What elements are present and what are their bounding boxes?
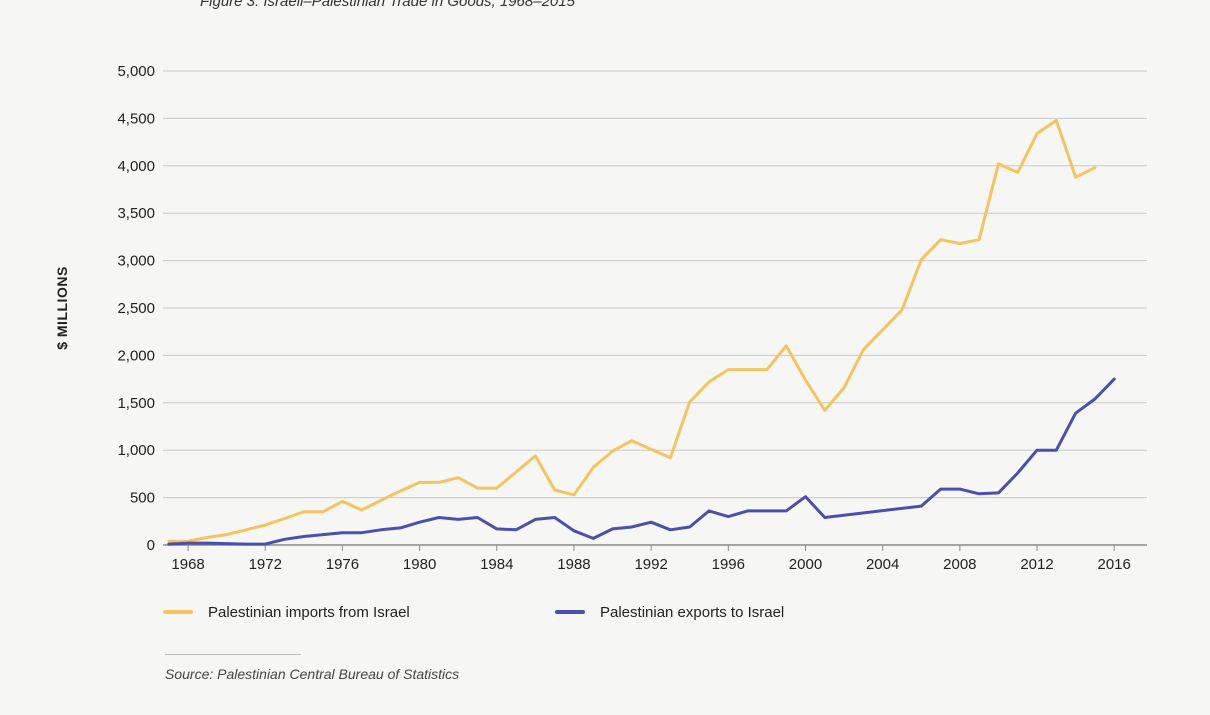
source-divider bbox=[165, 654, 301, 655]
legend-label: Palestinian imports from Israel bbox=[208, 604, 410, 621]
ytick-label: 2,500 bbox=[117, 300, 155, 317]
xtick-label: 1992 bbox=[634, 556, 667, 573]
legend-label: Palestinian exports to Israel bbox=[600, 604, 784, 621]
xtick-label: 2004 bbox=[866, 556, 899, 573]
ytick-label: 1,500 bbox=[117, 395, 155, 412]
ytick-label: 0 bbox=[147, 537, 155, 554]
ytick-label: 3,500 bbox=[117, 205, 155, 222]
xtick-label: 1996 bbox=[712, 556, 745, 573]
xtick-label: 1980 bbox=[403, 556, 436, 573]
xtick-label: 1972 bbox=[249, 556, 282, 573]
xtick-label: 2012 bbox=[1020, 556, 1053, 573]
xtick-label: 1984 bbox=[480, 556, 513, 573]
ytick-label: 500 bbox=[130, 490, 155, 507]
chart-title: Figure 3: Israeli–Palestinian Trade in G… bbox=[200, 0, 575, 10]
xtick-label: 2008 bbox=[943, 556, 976, 573]
ytick-label: 1,000 bbox=[117, 442, 155, 459]
series-line-imports bbox=[167, 118, 1097, 543]
xtick-label: 2000 bbox=[789, 556, 822, 573]
xtick-label: 1976 bbox=[326, 556, 359, 573]
series-line-exports bbox=[167, 377, 1116, 546]
xtick-label: 1988 bbox=[557, 556, 590, 573]
xtick-label: 1968 bbox=[171, 556, 204, 573]
ytick-label: 5,000 bbox=[117, 63, 155, 80]
ytick-label: 4,500 bbox=[117, 110, 155, 127]
source-note: Source: Palestinian Central Bureau of St… bbox=[165, 666, 460, 682]
ytick-label: 3,000 bbox=[117, 253, 155, 270]
ytick-label: 4,000 bbox=[117, 158, 155, 175]
y-axis-label: $ MILLIONS bbox=[54, 266, 70, 350]
xtick-label: 2016 bbox=[1098, 556, 1131, 573]
ytick-label: 2,000 bbox=[117, 347, 155, 364]
